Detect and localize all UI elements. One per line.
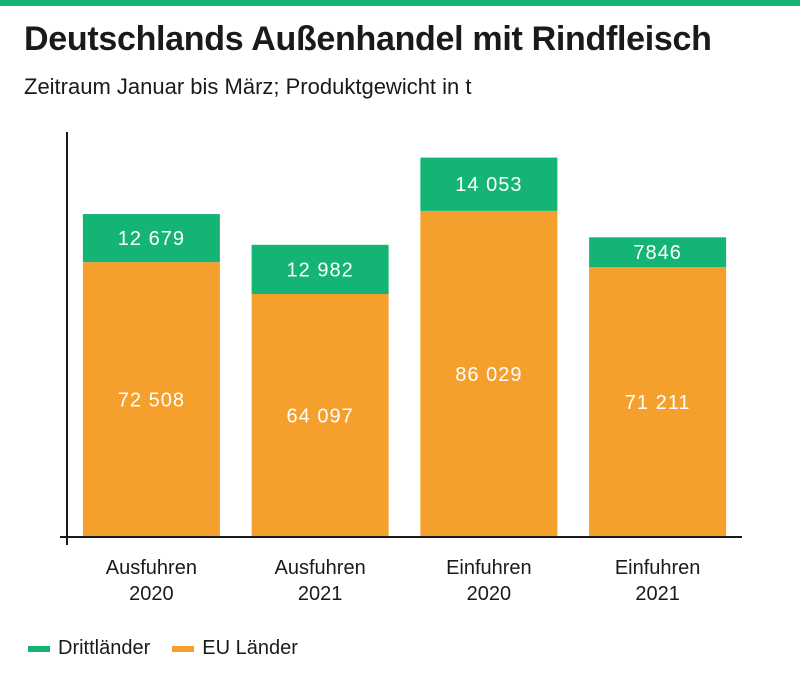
bars-group: 72 508 12 679 64 097 12 982 86 029 14 053 71 2…: [82, 157, 727, 537]
legend-swatch-eu-laender: [172, 645, 195, 652]
axes-group: [60, 132, 742, 545]
bar-drittlaender-0: [82, 214, 220, 263]
data-label-drittlaender-1: 12 982: [287, 259, 354, 281]
x-tick-label-1-0: Ausfuhren: [275, 557, 366, 579]
x-tick-label-0-1: 2020: [129, 583, 174, 605]
data-label-drittlaender-3: 7846: [633, 242, 682, 264]
bar-eu-laender-3: [589, 267, 727, 537]
legend: Drittländer EU Länder: [28, 637, 320, 660]
bar-eu-laender-1: [251, 294, 389, 537]
legend-swatch-drittlaender: [28, 645, 50, 652]
data-label-eu-laender-0: 72 508: [118, 390, 185, 412]
data-label-eu-laender-2: 86 029: [455, 364, 522, 386]
legend-item-drittlaender: Drittländer: [28, 637, 150, 660]
x-tick-label-3-1: 2021: [635, 583, 680, 605]
top-accent-rule: [0, 0, 800, 6]
legend-label-drittlaender: Drittländer: [58, 637, 151, 659]
bar-chart: 72 508 12 679 64 097 12 982 86 029 14 053 71 2…: [60, 132, 742, 605]
x-tick-label-0-0: Ausfuhren: [106, 557, 197, 579]
bar-drittlaender-2: [420, 157, 558, 211]
legend-label-eu-laender: EU Länder: [202, 637, 298, 659]
x-tick-label-2-0: Einfuhren: [446, 557, 532, 579]
bar-eu-laender-2: [420, 210, 558, 537]
x-tick-label-3-0: Einfuhren: [615, 557, 701, 579]
data-label-eu-laender-3: 71 211: [625, 392, 691, 414]
legend-item-eu-laender: EU Länder: [172, 637, 298, 660]
bar-drittlaender-1: [251, 244, 389, 295]
x-tick-label-2-1: 2020: [467, 583, 512, 605]
chart-title: Deutschlands Außenhandel mit Rindfleisch: [24, 20, 712, 58]
data-label-drittlaender-2: 14 053: [455, 174, 522, 196]
chart-subtitle: Zeitraum Januar bis März; Produktgewicht…: [24, 74, 472, 99]
x-tick-labels: Ausfuhren 2020 Ausfuhren 2021 Einfuhren 2020 E…: [106, 557, 701, 605]
x-tick-label-1-1: 2021: [298, 583, 343, 605]
bar-drittlaender-3: [589, 237, 727, 268]
data-label-drittlaender-0: 12 679: [118, 228, 185, 250]
bar-eu-laender-0: [82, 262, 220, 537]
data-label-eu-laender-1: 64 097: [287, 406, 354, 428]
